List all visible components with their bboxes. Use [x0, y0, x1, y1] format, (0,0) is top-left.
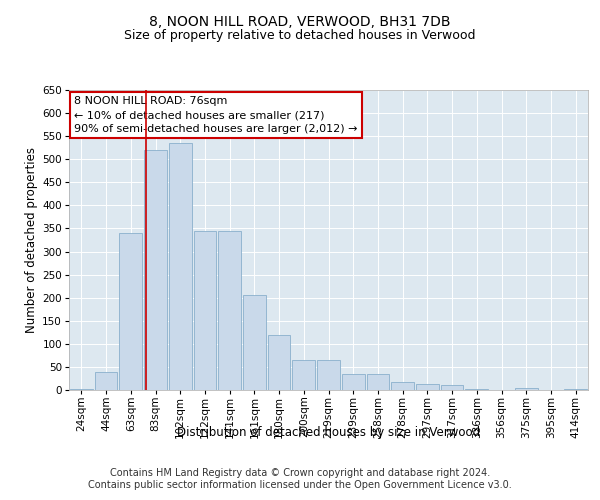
Bar [243, 296, 266, 390]
Bar [70, 389, 93, 390]
Bar [317, 360, 340, 390]
Text: 8 NOON HILL ROAD: 76sqm
← 10% of detached houses are smaller (217)
90% of semi-d: 8 NOON HILL ROAD: 76sqm ← 10% of detache… [74, 96, 358, 134]
Y-axis label: Number of detached properties: Number of detached properties [25, 147, 38, 333]
Bar [441, 386, 463, 390]
Text: Size of property relative to detached houses in Verwood: Size of property relative to detached ho… [124, 30, 476, 43]
Text: Contains HM Land Registry data © Crown copyright and database right 2024.: Contains HM Land Registry data © Crown c… [110, 468, 490, 477]
Bar [564, 388, 587, 390]
Bar [367, 374, 389, 390]
Bar [95, 372, 118, 390]
Bar [119, 233, 142, 390]
Bar [342, 374, 365, 390]
Bar [268, 334, 290, 390]
Bar [466, 389, 488, 390]
Bar [194, 231, 216, 390]
Text: Distribution of detached houses by size in Verwood: Distribution of detached houses by size … [177, 426, 481, 439]
Text: 8, NOON HILL ROAD, VERWOOD, BH31 7DB: 8, NOON HILL ROAD, VERWOOD, BH31 7DB [149, 16, 451, 30]
Bar [416, 384, 439, 390]
Bar [144, 150, 167, 390]
Bar [218, 231, 241, 390]
Bar [391, 382, 414, 390]
Bar [169, 143, 191, 390]
Bar [515, 388, 538, 390]
Bar [292, 360, 315, 390]
Text: Contains public sector information licensed under the Open Government Licence v3: Contains public sector information licen… [88, 480, 512, 490]
